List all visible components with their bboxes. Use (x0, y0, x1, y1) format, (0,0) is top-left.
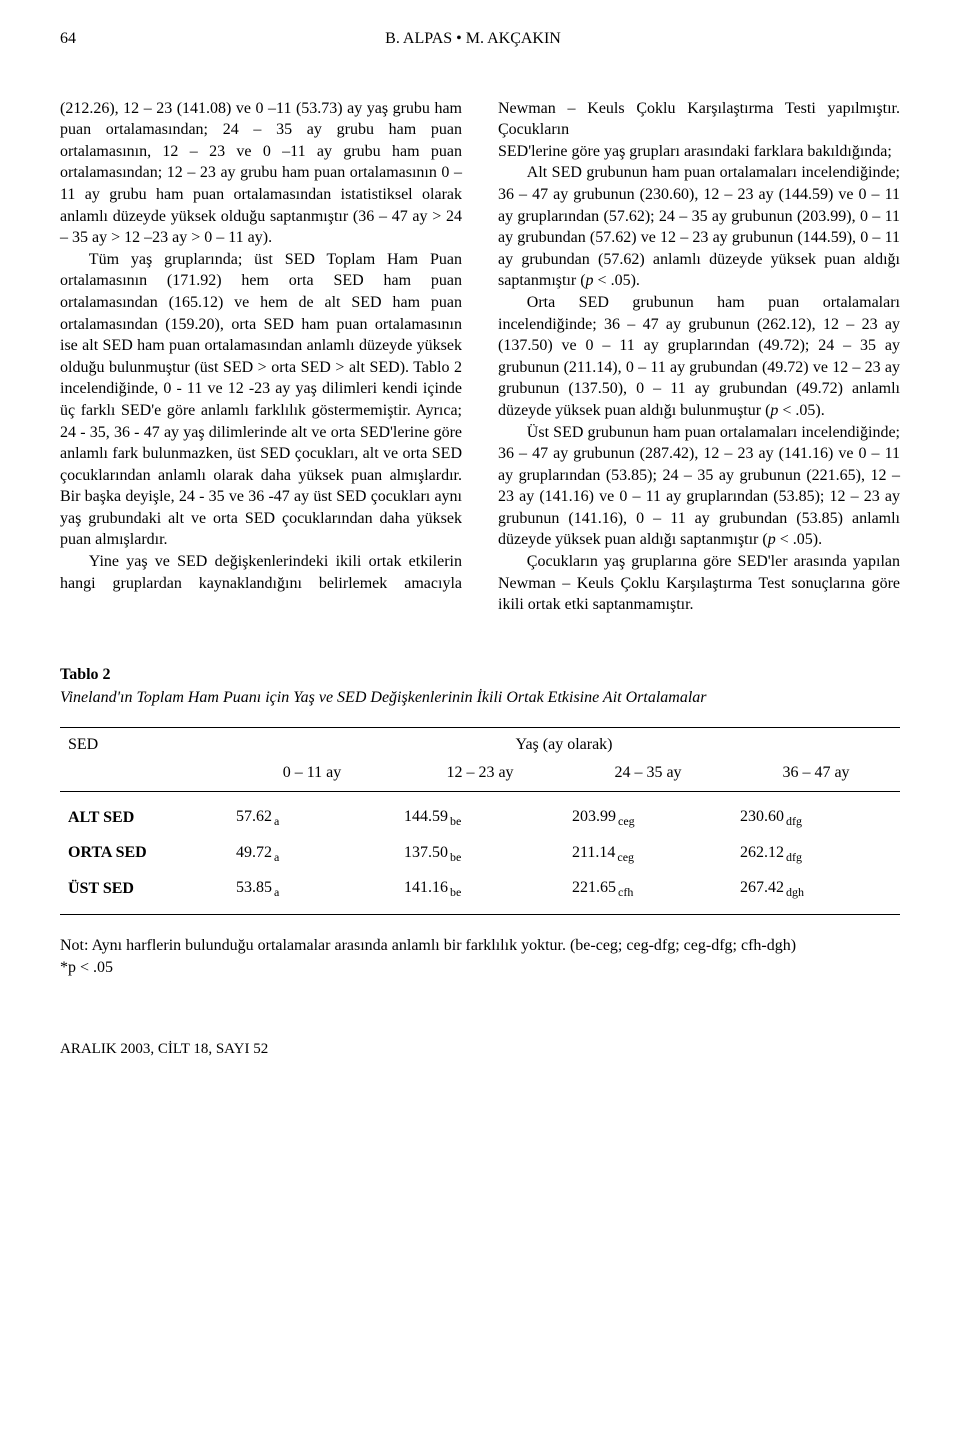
body-columns: (212.26), 12 – 23 (141.08) ve 0 –11 (53.… (60, 98, 900, 616)
cell: 267.42dgh (732, 871, 900, 915)
cell: 49.72a (228, 836, 396, 871)
cell: 57.62a (228, 792, 396, 836)
para-right-3: Orta SED grubunun ham puan ortalamaları … (498, 292, 900, 422)
para-left-1: (212.26), 12 – 23 (141.08) ve 0 –11 (53.… (60, 98, 462, 249)
row-label: ÜST SED (60, 871, 228, 915)
p-italic-1: p (586, 272, 594, 289)
table-caption: Vineland'ın Toplam Ham Puanı için Yaş ve… (60, 687, 900, 709)
cell: 137.50be (396, 836, 564, 871)
table-row: ORTA SED 49.72a 137.50be 211.14ceg 262.1… (60, 836, 900, 871)
cell: 262.12dfg (732, 836, 900, 871)
para-right-4b: < .05). (776, 531, 822, 548)
table-note-line2: *p < .05 (60, 957, 900, 979)
table-row: ÜST SED 53.85a 141.16be 221.65cfh 267.42… (60, 871, 900, 915)
cell: 221.65cfh (564, 871, 732, 915)
row-label: ORTA SED (60, 836, 228, 871)
th-col-2: 24 – 35 ay (564, 756, 732, 792)
para-left-2: Tüm yaş gruplarında; üst SED Toplam Ham … (60, 249, 462, 551)
th-col-0: 0 – 11 ay (228, 756, 396, 792)
data-table: SED Yaş (ay olarak) 0 – 11 ay 12 – 23 ay… (60, 727, 900, 915)
header-authors: B. ALPAS • M. AKÇAKIN (76, 28, 870, 50)
para-right-2a: Alt SED grubunun ham puan ortalamaları i… (498, 164, 900, 289)
cell: 141.16be (396, 871, 564, 915)
cell: 53.85a (228, 871, 396, 915)
para-right-1: SED'lerine göre yaş grupları arasındaki … (498, 141, 900, 163)
th-col-3: 36 – 47 ay (732, 756, 900, 792)
para-right-3a: Orta SED grubunun ham puan ortalamaları … (498, 294, 900, 419)
th-yas: Yaş (ay olarak) (228, 728, 900, 756)
para-right-3b: < .05). (778, 402, 824, 419)
para-right-5: Çocukların yaş gruplarına göre SED'ler a… (498, 551, 900, 616)
table-label: Tablo 2 (60, 664, 900, 686)
cell: 144.59be (396, 792, 564, 836)
table-row: ALT SED 57.62a 144.59be 203.99ceg 230.60… (60, 792, 900, 836)
para-right-4a: Üst SED grubunun ham puan ortalamaları i… (498, 424, 900, 549)
row-label: ALT SED (60, 792, 228, 836)
cell: 203.99ceg (564, 792, 732, 836)
table-note-line1: Not: Aynı harflerin bulunduğu ortalamala… (60, 935, 900, 957)
th-sed: SED (60, 728, 228, 756)
cell: 230.60dfg (732, 792, 900, 836)
cell: 211.14ceg (564, 836, 732, 871)
page-number: 64 (60, 28, 76, 50)
table-2: Tablo 2 Vineland'ın Toplam Ham Puanı içi… (60, 664, 900, 979)
para-right-2b: < .05). (594, 272, 640, 289)
para-right-2: Alt SED grubunun ham puan ortalamaları i… (498, 162, 900, 292)
p-italic-3: p (768, 531, 776, 548)
table-note: Not: Aynı harflerin bulunduğu ortalamala… (60, 935, 900, 978)
page-footer: ARALIK 2003, CİLT 18, SAYI 52 (60, 1039, 900, 1059)
page-header: 64 B. ALPAS • M. AKÇAKIN (60, 28, 900, 50)
th-col-1: 12 – 23 ay (396, 756, 564, 792)
para-right-4: Üst SED grubunun ham puan ortalamaları i… (498, 422, 900, 552)
